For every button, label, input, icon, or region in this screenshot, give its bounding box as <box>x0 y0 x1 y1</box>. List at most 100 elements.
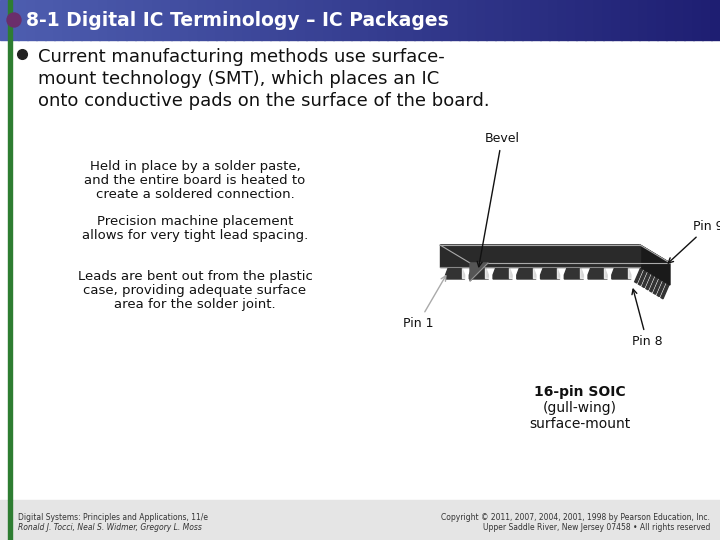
Bar <box>18 0 28 40</box>
Polygon shape <box>588 267 607 279</box>
Bar <box>8 500 12 540</box>
Bar <box>558 0 568 40</box>
Bar <box>666 0 676 40</box>
Bar <box>612 0 622 40</box>
Bar <box>198 0 208 40</box>
Bar <box>36 0 46 40</box>
Text: Digital Systems: Principles and Applications, 11/e: Digital Systems: Principles and Applicat… <box>18 513 208 522</box>
Text: create a soldered connection.: create a soldered connection. <box>96 188 294 201</box>
Bar <box>324 0 334 40</box>
Polygon shape <box>440 245 670 263</box>
Bar <box>567 0 577 40</box>
Bar <box>675 0 685 40</box>
Text: (gull-wing): (gull-wing) <box>543 401 617 415</box>
Bar <box>0 500 720 540</box>
Text: onto conductive pads on the surface of the board.: onto conductive pads on the surface of t… <box>38 92 490 110</box>
Polygon shape <box>440 245 640 267</box>
Bar <box>657 0 667 40</box>
Bar <box>387 0 397 40</box>
Text: area for the solder joint.: area for the solder joint. <box>114 298 276 311</box>
Bar <box>522 0 532 40</box>
Text: and the entire board is heated to: and the entire board is heated to <box>84 174 305 187</box>
Bar <box>486 0 496 40</box>
Bar <box>279 0 289 40</box>
Bar <box>630 0 640 40</box>
Bar <box>531 0 541 40</box>
Bar <box>99 0 109 40</box>
Bar <box>189 0 199 40</box>
Bar <box>8 0 12 40</box>
Bar <box>315 0 325 40</box>
Polygon shape <box>446 267 464 279</box>
Bar <box>621 0 631 40</box>
Bar <box>711 0 720 40</box>
Polygon shape <box>649 276 658 292</box>
Text: Precision machine placement: Precision machine placement <box>96 215 293 228</box>
Bar <box>81 0 91 40</box>
Text: 16-pin SOIC: 16-pin SOIC <box>534 385 626 399</box>
Bar <box>63 0 73 40</box>
Bar <box>216 0 226 40</box>
Bar <box>108 0 118 40</box>
Polygon shape <box>541 267 559 279</box>
Circle shape <box>7 13 21 27</box>
Bar <box>441 0 451 40</box>
Bar <box>117 0 127 40</box>
Bar <box>153 0 163 40</box>
Bar <box>459 0 469 40</box>
Bar <box>0 0 10 40</box>
Bar <box>540 0 550 40</box>
Bar <box>135 0 145 40</box>
Bar <box>414 0 424 40</box>
Text: Held in place by a solder paste,: Held in place by a solder paste, <box>89 160 300 173</box>
Text: Ronald J. Tocci, Neal S. Widmer, Gregory L. Moss: Ronald J. Tocci, Neal S. Widmer, Gregory… <box>18 523 202 532</box>
Text: Current manufacturing methods use surface-: Current manufacturing methods use surfac… <box>38 48 445 66</box>
Bar <box>252 0 262 40</box>
Polygon shape <box>493 267 512 279</box>
Bar <box>72 0 82 40</box>
Bar <box>639 0 649 40</box>
Polygon shape <box>469 267 488 279</box>
Bar <box>342 0 352 40</box>
Bar <box>162 0 172 40</box>
Polygon shape <box>634 267 643 283</box>
Bar <box>360 0 370 40</box>
Bar <box>513 0 523 40</box>
Bar <box>180 0 190 40</box>
Bar <box>702 0 712 40</box>
Bar <box>171 0 181 40</box>
Polygon shape <box>661 284 669 299</box>
Text: surface-mount: surface-mount <box>529 417 631 431</box>
Bar <box>594 0 604 40</box>
Polygon shape <box>657 281 665 296</box>
Text: mount technology (SMT), which places an IC: mount technology (SMT), which places an … <box>38 70 439 88</box>
Polygon shape <box>640 245 670 285</box>
Bar <box>288 0 298 40</box>
Bar <box>243 0 253 40</box>
Polygon shape <box>646 274 654 290</box>
Bar <box>504 0 514 40</box>
Bar <box>477 0 487 40</box>
Bar <box>369 0 379 40</box>
Bar <box>603 0 613 40</box>
Bar <box>306 0 316 40</box>
Polygon shape <box>654 279 662 294</box>
Bar <box>693 0 703 40</box>
Bar <box>234 0 244 40</box>
Bar <box>396 0 406 40</box>
Bar <box>468 0 478 40</box>
Text: Upper Saddle River, New Jersey 07458 • All rights reserved: Upper Saddle River, New Jersey 07458 • A… <box>482 523 710 532</box>
Polygon shape <box>517 267 536 279</box>
Bar <box>450 0 460 40</box>
Text: Leads are bent out from the plastic: Leads are bent out from the plastic <box>78 270 312 283</box>
Bar <box>648 0 658 40</box>
Bar <box>45 0 55 40</box>
Bar <box>684 0 694 40</box>
Bar <box>207 0 217 40</box>
Bar <box>90 0 100 40</box>
Bar <box>549 0 559 40</box>
Bar <box>423 0 433 40</box>
Text: case, providing adequate surface: case, providing adequate surface <box>84 284 307 297</box>
Polygon shape <box>470 263 488 281</box>
Bar <box>585 0 595 40</box>
